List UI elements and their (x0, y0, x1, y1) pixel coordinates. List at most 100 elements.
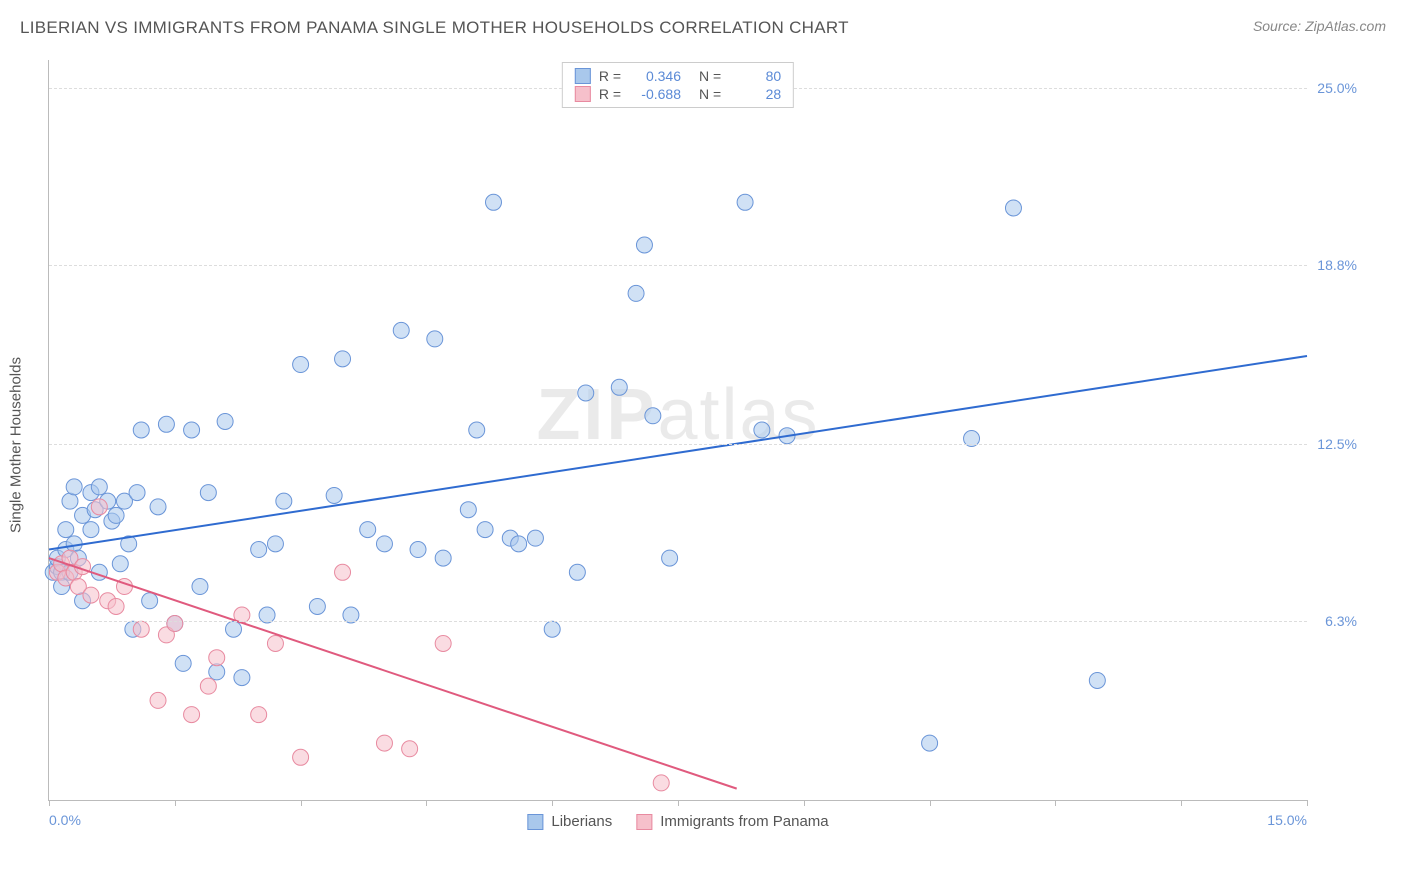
legend-top-row-1: R = 0.346 N = 80 (575, 67, 781, 85)
swatch-icon (575, 86, 591, 102)
data-point (335, 351, 351, 367)
legend-top: R = 0.346 N = 80 R = -0.688 N = 28 (562, 62, 794, 108)
data-point (427, 331, 443, 347)
y-tick-label: 12.5% (1317, 436, 1357, 452)
data-point (360, 522, 376, 538)
r-value-1: 0.346 (629, 68, 681, 84)
legend-top-row-2: R = -0.688 N = 28 (575, 85, 781, 103)
data-point (645, 408, 661, 424)
x-tick-label: 15.0% (1267, 812, 1307, 828)
data-point (200, 678, 216, 694)
y-tick-label: 6.3% (1325, 613, 1357, 629)
chart-title: LIBERIAN VS IMMIGRANTS FROM PANAMA SINGL… (20, 18, 849, 37)
swatch-icon (527, 814, 543, 830)
x-tick (175, 800, 176, 806)
n-value-1: 80 (729, 68, 781, 84)
data-point (217, 413, 233, 429)
legend-item-panama: Immigrants from Panama (636, 813, 828, 830)
data-point (83, 587, 99, 603)
n-value-2: 28 (729, 86, 781, 102)
x-tick (1181, 800, 1182, 806)
data-point (477, 522, 493, 538)
data-point (234, 670, 250, 686)
data-point (1005, 200, 1021, 216)
data-point (737, 194, 753, 210)
plot-box: ZIPatlas R = 0.346 N = 80 R = -0.688 N =… (48, 60, 1307, 801)
data-point (133, 621, 149, 637)
source-label: Source: ZipAtlas.com (1253, 18, 1386, 34)
data-point (511, 536, 527, 552)
data-point (200, 485, 216, 501)
data-point (469, 422, 485, 438)
trend-line (49, 356, 1307, 550)
legend-bottom: Liberians Immigrants from Panama (527, 813, 828, 830)
data-point (167, 616, 183, 632)
data-point (1089, 672, 1105, 688)
data-point (108, 598, 124, 614)
data-point (267, 635, 283, 651)
grid-line (49, 444, 1307, 445)
y-tick-label: 25.0% (1317, 80, 1357, 96)
data-point (142, 593, 158, 609)
data-point (376, 536, 392, 552)
chart-container: Single Mother Households ZIPatlas R = 0.… (48, 60, 1358, 830)
x-tick (678, 800, 679, 806)
data-point (226, 621, 242, 637)
plot-svg (49, 60, 1307, 800)
r-label: R = (599, 68, 621, 84)
legend-label-1: Liberians (551, 813, 612, 830)
data-point (410, 542, 426, 558)
n-label: N = (699, 68, 721, 84)
data-point (192, 579, 208, 595)
data-point (267, 536, 283, 552)
data-point (209, 664, 225, 680)
data-point (309, 598, 325, 614)
data-point (293, 749, 309, 765)
data-point (83, 522, 99, 538)
data-point (184, 707, 200, 723)
x-tick (426, 800, 427, 806)
data-point (393, 322, 409, 338)
data-point (184, 422, 200, 438)
data-point (209, 650, 225, 666)
data-point (150, 692, 166, 708)
x-tick (1055, 800, 1056, 806)
data-point (922, 735, 938, 751)
data-point (129, 485, 145, 501)
r-value-2: -0.688 (629, 86, 681, 102)
data-point (293, 357, 309, 373)
data-point (636, 237, 652, 253)
trend-line (49, 558, 737, 789)
r-label: R = (599, 86, 621, 102)
data-point (527, 530, 543, 546)
x-tick-label: 0.0% (49, 812, 81, 828)
swatch-icon (575, 68, 591, 84)
data-point (91, 479, 107, 495)
data-point (91, 499, 107, 515)
data-point (754, 422, 770, 438)
x-tick (1307, 800, 1308, 806)
grid-line (49, 265, 1307, 266)
data-point (662, 550, 678, 566)
data-point (569, 564, 585, 580)
data-point (150, 499, 166, 515)
x-tick (804, 800, 805, 806)
data-point (435, 550, 451, 566)
data-point (326, 487, 342, 503)
data-point (251, 542, 267, 558)
y-axis-label: Single Mother Households (8, 357, 25, 533)
data-point (175, 655, 191, 671)
data-point (112, 556, 128, 572)
data-point (62, 493, 78, 509)
data-point (544, 621, 560, 637)
data-point (251, 707, 267, 723)
x-tick (930, 800, 931, 806)
data-point (133, 422, 149, 438)
data-point (58, 522, 74, 538)
data-point (276, 493, 292, 509)
data-point (611, 379, 627, 395)
legend-item-liberians: Liberians (527, 813, 612, 830)
y-tick-label: 18.8% (1317, 257, 1357, 273)
grid-line (49, 621, 1307, 622)
data-point (158, 416, 174, 432)
